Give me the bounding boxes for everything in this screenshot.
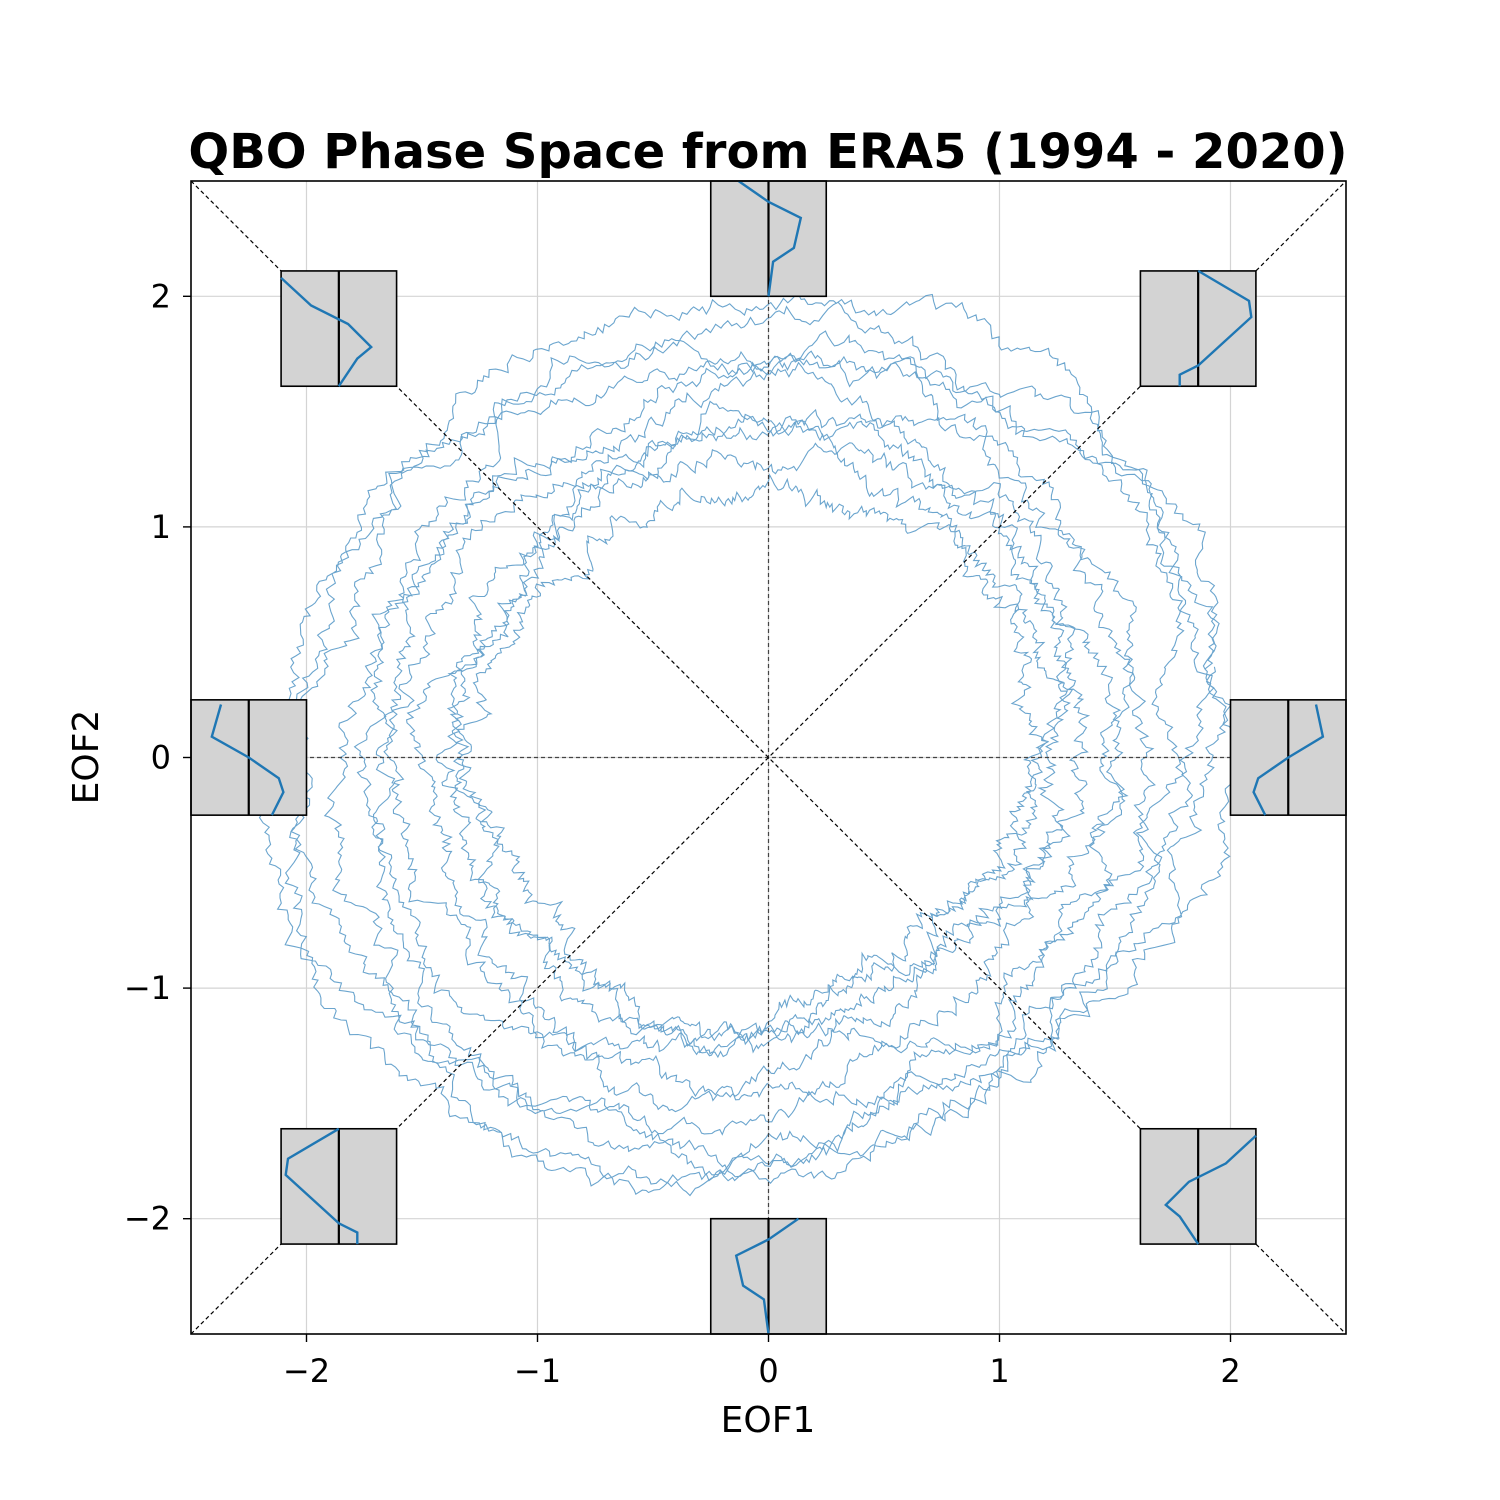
inset-wind-profile (280, 277, 373, 387)
inset-ne (1139, 269, 1257, 388)
chart-title: QBO Phase Space from ERA5 (1994 - 2020) (188, 124, 1347, 180)
y-tick-label: −2 (124, 1200, 171, 1238)
inset-wind-profile (734, 1217, 800, 1335)
inset-wind-profile (1252, 704, 1325, 816)
inset-e (1229, 699, 1347, 816)
x-tick-label: 2 (1220, 1352, 1240, 1390)
inset-w (190, 699, 308, 816)
inset-nw (280, 270, 398, 388)
y-tick-label: −1 (124, 969, 171, 1007)
inset-wind-profile (1178, 269, 1253, 387)
axis-ticks: −2 −1 0 1 2 −2 −1 0 1 2 (124, 277, 1241, 1390)
inset-sw (280, 1127, 398, 1245)
inset-se (1139, 1127, 1257, 1245)
x-tick-label: −1 (514, 1352, 561, 1390)
y-axis-label: EOF2 (66, 710, 107, 805)
y-tick-label: 1 (151, 508, 171, 546)
inset-wind-profile (1164, 1134, 1257, 1245)
phase-trajectory (253, 291, 1244, 1197)
inset-wind-profile (284, 1127, 359, 1245)
trajectory-lines (253, 291, 1244, 1197)
y-tick-label: 2 (151, 277, 171, 315)
inset-s (709, 1217, 828, 1335)
profile-insets (190, 180, 1347, 1335)
inset-n (709, 180, 828, 298)
x-tick-label: 1 (989, 1352, 1009, 1390)
inset-wind-profile (737, 180, 803, 297)
inset-wind-profile (210, 704, 285, 816)
x-tick-label: 0 (758, 1352, 778, 1390)
x-tick-label: −2 (283, 1352, 330, 1390)
x-axis-label: EOF1 (721, 1400, 816, 1441)
y-tick-label: 0 (151, 739, 171, 777)
